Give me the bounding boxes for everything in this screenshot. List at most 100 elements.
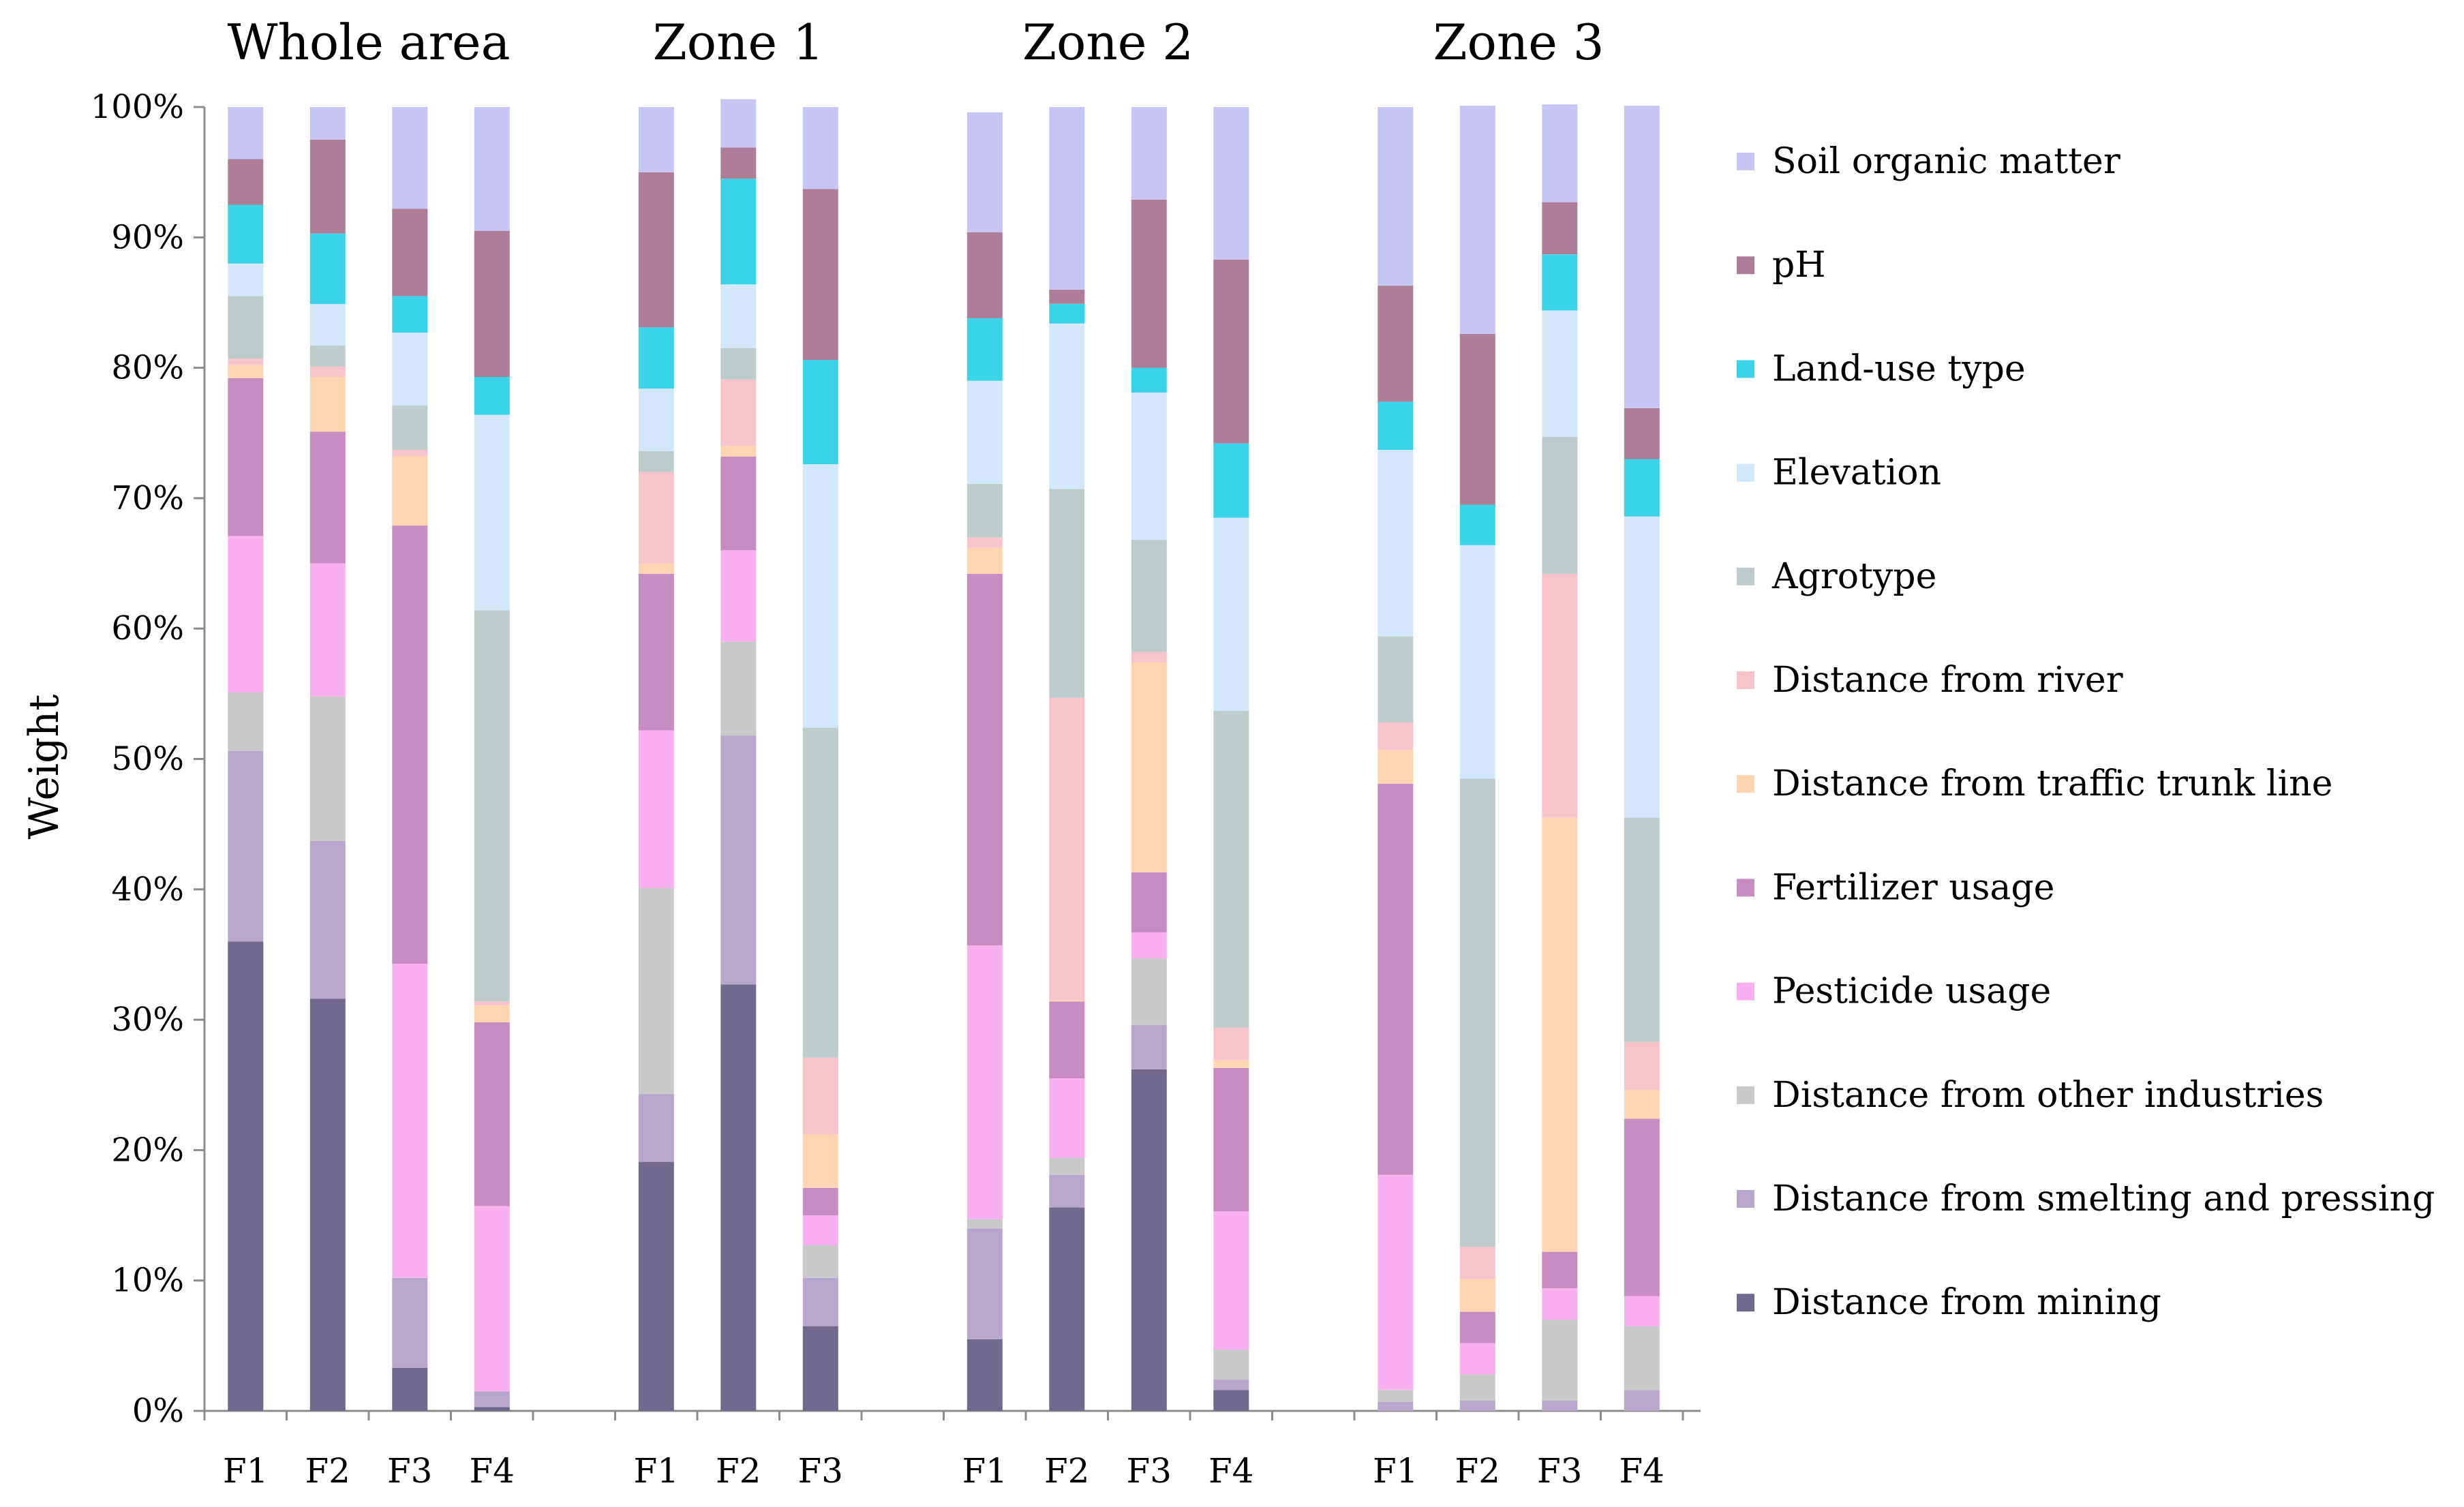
bar-segment (309, 107, 346, 140)
bar-segment (638, 472, 674, 564)
bar-segment (228, 159, 264, 205)
legend-label: Distance from other industries (1772, 1075, 2324, 1116)
category-labels: F1 F2 F3 F4 Whole area F1 F2 F3 Zone 1 F1 F2 F3 F4 Zo… (223, 14, 1664, 1491)
y-tick-label: 30% (111, 1001, 184, 1039)
bar-segment (392, 963, 428, 1278)
bar-segment (1624, 1090, 1660, 1119)
x-tick-label: F3 (387, 1451, 433, 1491)
bar-segment (1624, 817, 1660, 1042)
bar-segment (720, 984, 757, 1411)
legend-swatch (1737, 1190, 1754, 1208)
group-title: Whole area (227, 14, 510, 71)
legend-swatch (1737, 671, 1754, 689)
bar-segment (1459, 545, 1495, 779)
legend-swatch (1737, 463, 1754, 482)
x-tick-label: F1 (633, 1451, 679, 1491)
bar-segment (309, 999, 346, 1411)
legend-label: Fertilizer usage (1772, 867, 2054, 908)
bar-segment (802, 1245, 838, 1278)
bar-segment (309, 233, 346, 304)
bar-segment (309, 139, 346, 234)
bar-segment (638, 389, 674, 451)
bar-segment (1624, 516, 1660, 818)
bar-segment (309, 431, 346, 564)
bar-segment (802, 189, 838, 361)
legend-label: pH (1772, 245, 1826, 286)
bar-segment (392, 296, 428, 333)
y-tick-label: 0% (132, 1392, 184, 1430)
y-tick-label: 80% (111, 349, 184, 387)
bar-segment (1459, 1374, 1495, 1401)
y-tick-label: 70% (111, 479, 184, 517)
y-tick-label: 40% (111, 870, 184, 909)
bar-segment (474, 1005, 510, 1022)
y-tick-label: 100% (91, 88, 184, 126)
legend-label: Pesticide usage (1772, 971, 2051, 1012)
bar-segment (1459, 333, 1495, 505)
bar-segment (392, 456, 428, 526)
bar-segment (1459, 1279, 1495, 1312)
bar-segment (474, 610, 510, 1002)
bar-segment (1131, 932, 1167, 959)
legend-swatch (1737, 1086, 1754, 1104)
bar-segment (228, 941, 264, 1411)
x-tick-label: F2 (305, 1451, 350, 1491)
bar-segment (1378, 107, 1414, 286)
x-tick-label: F4 (1208, 1451, 1254, 1491)
bar-segment (309, 303, 346, 346)
bar-segment (1213, 1211, 1249, 1350)
x-tick-label: F1 (962, 1451, 1007, 1491)
bar-segment (1542, 1251, 1578, 1289)
bar-segment (1213, 517, 1249, 711)
legend-label: Distance from smelting and pressing (1772, 1178, 2435, 1219)
x-tick-label: F3 (797, 1451, 843, 1491)
bar-segment (802, 1215, 838, 1245)
bar-segment (802, 360, 838, 465)
bar-segment (1131, 367, 1167, 393)
bar-segment (1459, 1400, 1495, 1411)
bar-segment (720, 348, 757, 380)
bar-segment (1213, 1027, 1249, 1061)
bar-segment (1624, 1041, 1660, 1091)
bar-segment (392, 332, 428, 406)
bar-segment (967, 537, 1003, 548)
axes-and-ticks: 0% 10% 20% 30% 40% 50% 60% 70% 80% 90% 100% (91, 88, 1701, 1430)
bar-segment (228, 365, 264, 378)
bar-segment (1213, 1067, 1249, 1212)
legend-swatch (1737, 879, 1754, 897)
bar-segment (802, 1057, 838, 1135)
bar-segment (638, 451, 674, 472)
legend-swatch (1737, 1294, 1754, 1312)
bar-segment (720, 735, 757, 985)
bar-segment (1378, 636, 1414, 722)
bar-segment (1049, 1157, 1085, 1175)
bar-segment (392, 209, 428, 296)
bars (228, 99, 1660, 1411)
bar-segment (1213, 107, 1249, 260)
legend-swatch (1737, 567, 1754, 585)
bar-segment (638, 172, 674, 328)
bar-segment (967, 547, 1003, 574)
bar-segment (802, 727, 838, 1058)
bar-segment (1049, 1078, 1085, 1158)
legend-label: Land-use type (1772, 348, 2026, 389)
bar-segment (1378, 450, 1414, 637)
bar-segment (802, 107, 838, 189)
bar-segment (228, 536, 264, 692)
bar-segment (720, 641, 757, 735)
bar-segment (392, 450, 428, 457)
bar-segment (638, 563, 674, 574)
bar-segment (1459, 106, 1495, 334)
x-tick-label: F2 (716, 1451, 761, 1491)
bar-segment (1131, 872, 1167, 932)
bar-segment (720, 456, 757, 551)
bar-segment (802, 1326, 838, 1411)
bar-segment (802, 464, 838, 728)
bar-segment (1378, 750, 1414, 784)
bar-segment (1213, 1060, 1249, 1068)
group-title: Zone 1 (653, 14, 824, 71)
bar-segment (1049, 303, 1085, 324)
bar-segment (474, 377, 510, 415)
bar-segment (967, 1339, 1003, 1411)
